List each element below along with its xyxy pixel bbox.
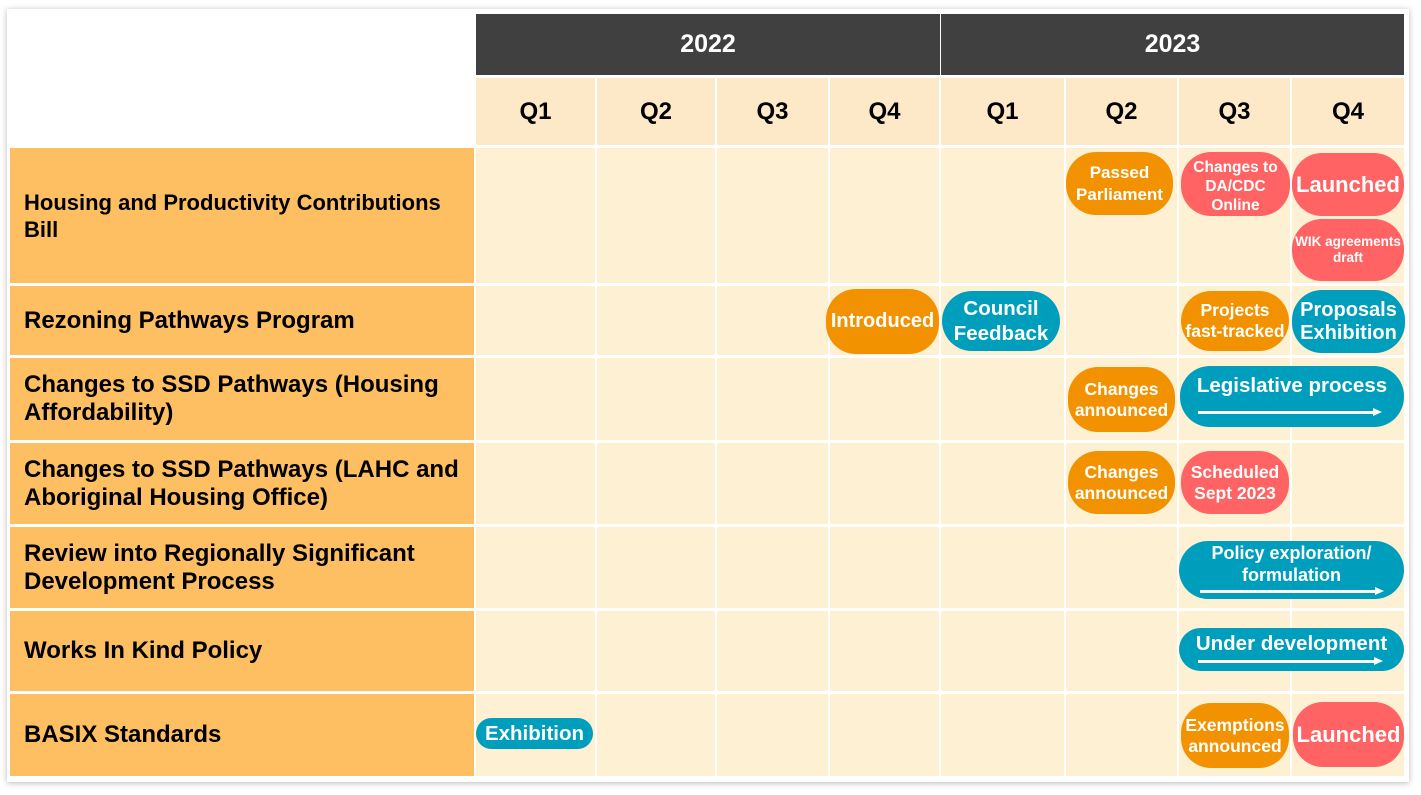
arrow-right-icon (1198, 408, 1382, 416)
milestone-wik-agreements-draft: WIK agreements draft (1292, 219, 1404, 281)
grid-cell (597, 443, 715, 524)
grid-cell (717, 358, 828, 440)
grid-cell (597, 527, 715, 608)
row-label-basix-standards: BASIX Standards (10, 694, 474, 776)
row-label-rezoning-pathways: Rezoning Pathways Program (10, 286, 474, 355)
milestone-changes-announced: Changes announced (1068, 451, 1175, 514)
milestone-council-feedback: Council Feedback (942, 291, 1060, 351)
grid-cell (830, 358, 939, 440)
grid-cell (597, 694, 715, 776)
grid-cell (717, 286, 828, 355)
milestone-launched: Launched (1293, 702, 1404, 767)
quarter-header-2022-q4: Q4 (830, 78, 939, 145)
grid-cell (476, 286, 595, 355)
corner-cell (10, 78, 474, 145)
grid-cell (1066, 527, 1177, 608)
grid-cell (830, 148, 939, 283)
grid-cell (717, 148, 828, 283)
row-label-ssd-lahc-aboriginal-housing: Changes to SSD Pathways (LAHC and Aborig… (10, 443, 474, 524)
grid-cell (597, 286, 715, 355)
grid-cell (476, 358, 595, 440)
milestone-legislative-process: Legislative process (1180, 366, 1404, 427)
grid-cell (1292, 443, 1404, 524)
row-label-text: Review into Regionally Significant Devel… (24, 539, 415, 595)
milestone-passed-parliament: Passed Parliament (1066, 152, 1173, 215)
row-label-text: Works In Kind Policy (24, 637, 263, 664)
grid-cell (597, 358, 715, 440)
grid-cell (830, 694, 939, 776)
row-label-text: Changes to SSD Pathways (Housing Afforda… (24, 371, 439, 426)
grid-cell (1066, 286, 1177, 355)
milestone-introduced: Introduced (826, 289, 939, 354)
arrow-right-icon (1200, 587, 1384, 595)
grid-cell (941, 694, 1064, 776)
row-label-works-in-kind: Works In Kind Policy (10, 611, 474, 691)
quarter-header-2022-q1: Q1 (476, 78, 595, 145)
grid-cell (1066, 611, 1177, 691)
grid-cell (717, 527, 828, 608)
row-label-text: BASIX Standards (24, 721, 222, 748)
quarter-header-2023-q2: Q2 (1066, 78, 1177, 145)
milestone-changes-announced: Changes announced (1068, 367, 1175, 432)
row-label-housing-productivity-bill: Housing and Productivity Contributions B… (10, 148, 474, 283)
grid-cell (597, 148, 715, 283)
row-label-text: Changes to SSD Pathways (LAHC and Aborig… (24, 455, 459, 511)
grid-cell (597, 611, 715, 691)
grid-cell (476, 527, 595, 608)
row-label-text: Rezoning Pathways Program (24, 306, 355, 334)
grid-cell (717, 443, 828, 524)
milestone-policy-exploration: Policy exploration/ formulation (1179, 541, 1404, 599)
grid-cell (476, 148, 595, 283)
row-label-ssd-housing-affordability: Changes to SSD Pathways (Housing Afforda… (10, 358, 474, 440)
milestone-label: Policy exploration/ formulation (1211, 543, 1372, 585)
arrow-right-icon (1198, 657, 1383, 665)
grid-cell (941, 358, 1064, 440)
quarter-header-2023-q4: Q4 (1292, 78, 1404, 145)
milestone-scheduled-sept-2023: Scheduled Sept 2023 (1181, 451, 1289, 514)
grid-cell (941, 611, 1064, 691)
grid-cell (476, 611, 595, 691)
grid-cell (830, 527, 939, 608)
quarter-header-2023-q1: Q1 (941, 78, 1064, 145)
milestone-label: Legislative process (1196, 374, 1388, 397)
row-label-regionally-significant-review: Review into Regionally Significant Devel… (10, 527, 474, 608)
year-header-2023: 2023 (941, 14, 1404, 75)
year-header-2022: 2022 (476, 14, 940, 75)
milestone-under-development: Under development (1179, 628, 1404, 671)
quarter-header-2023-q3: Q3 (1179, 78, 1290, 145)
milestone-label: Under development (1195, 632, 1388, 655)
milestone-proposals-exhibition: Proposals Exhibition (1292, 290, 1405, 353)
milestone-exhibition: Exhibition (476, 718, 593, 749)
quarter-header-2022-q2: Q2 (597, 78, 715, 145)
grid-cell (941, 443, 1064, 524)
grid-cell (941, 148, 1064, 283)
grid-cell (941, 527, 1064, 608)
grid-cell (717, 694, 828, 776)
grid-cell (830, 443, 939, 524)
grid-cell (717, 611, 828, 691)
grid-cell (476, 443, 595, 524)
grid-cell (1066, 694, 1177, 776)
milestone-projects-fast-tracked: Projects fast-tracked (1181, 291, 1289, 351)
milestone-launched: Launched (1292, 153, 1404, 216)
grid-cell (830, 611, 939, 691)
quarter-header-2022-q3: Q3 (717, 78, 828, 145)
milestone-exemptions-announced: Exemptions announced (1181, 703, 1289, 768)
milestone-changes-to-da-cdc-online: Changes to DA/CDC Online (1181, 152, 1290, 216)
row-label-text: Housing and Productivity Contributions B… (24, 189, 441, 242)
